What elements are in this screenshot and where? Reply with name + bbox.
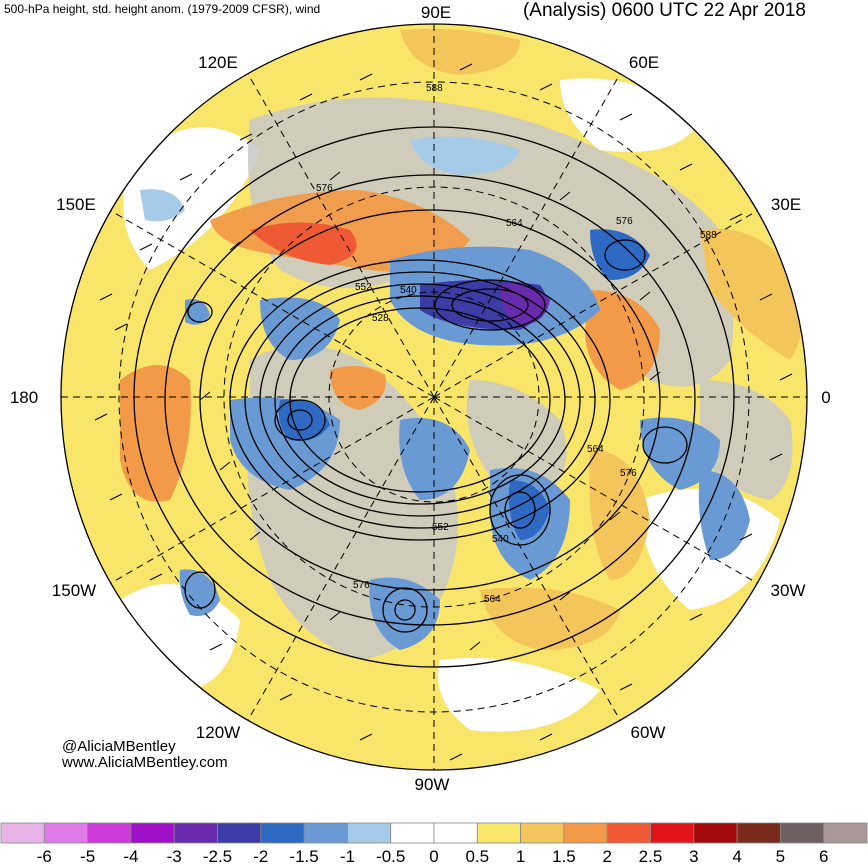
contour-label: 588 (426, 83, 443, 94)
colorbar-tick-label: 4 (732, 847, 741, 865)
contour-label: 576 (353, 580, 370, 591)
colorbar-tick-label: -0.5 (376, 847, 405, 865)
meridian-0: 0 (821, 388, 830, 407)
contour-labels: 528 540 552 564 576 588 576 564 552 540 … (316, 83, 717, 605)
meridian-30e: 30E (771, 195, 801, 214)
colorbar-swatch (130, 822, 175, 844)
meridian-150w: 150W (52, 581, 96, 600)
colorbar-swatch (606, 822, 651, 844)
contour-label: 564 (587, 444, 604, 455)
colorbar-tick-label: -5 (80, 847, 95, 865)
colorbar-tick-label: 0.5 (465, 847, 489, 865)
negative-anomaly-area (508, 480, 550, 540)
colorbar-swatch (780, 822, 825, 844)
contour-label: 540 (492, 534, 509, 545)
colorbar-swatch (563, 822, 608, 844)
colorbar-tick-label: 2 (602, 847, 611, 865)
contour-label: 576 (616, 216, 633, 227)
colorbar-swatch (260, 822, 305, 844)
colorbar-tick-label: 6 (819, 847, 828, 865)
colorbar-swatch (433, 822, 478, 844)
colorbar-tick-label: 5 (776, 847, 785, 865)
contour-label: 564 (484, 594, 501, 605)
positive-anomaly-area (330, 366, 386, 410)
graticule (61, 24, 807, 770)
colorbar-tick-label: -4 (123, 847, 138, 865)
colorbar-swatch (650, 822, 695, 844)
negative-anomaly-area (410, 136, 520, 175)
neutral-anomaly-area (438, 658, 600, 732)
colorbar-tick-label: -2.5 (203, 847, 232, 865)
contour-label: 552 (432, 522, 449, 533)
colorbar-tick-label: -3 (167, 847, 182, 865)
colorbar-tick-label: 1 (516, 847, 525, 865)
chart-title: (Analysis) 0600 UTC 22 Apr 2018 (522, 0, 806, 21)
colorbar-swatch (476, 822, 521, 844)
meridian-90e: 90E (421, 3, 451, 22)
meridian-150e: 150E (56, 195, 96, 214)
contour-label: 576 (620, 468, 637, 479)
colorbar-swatch (43, 822, 88, 844)
colorbar-swatch (823, 822, 868, 844)
map-border (60, 23, 808, 771)
colorbar-tick-label: 1.5 (552, 847, 576, 865)
contour-label: 564 (506, 218, 523, 229)
colorbar-swatch (390, 822, 435, 844)
meridian-120w: 120W (196, 723, 240, 742)
colorbar-swatch (736, 822, 781, 844)
negative-anomaly-area (698, 470, 750, 560)
contour-label: 576 (316, 183, 333, 194)
positive-anomaly-area (400, 28, 520, 75)
positive-anomaly-area (480, 587, 620, 650)
negative-anomaly-area (140, 189, 185, 222)
positive-anomaly-area (250, 222, 357, 265)
credit-handle: @AliciaMBentley (62, 738, 176, 755)
contour-label: 588 (700, 230, 717, 241)
colorbar-swatch (346, 822, 392, 844)
contour-label: 540 (400, 285, 417, 296)
colorbar-swatch (87, 822, 132, 844)
colorbar-tick-label: -2 (253, 847, 268, 865)
meridian-30w: 30W (771, 581, 806, 600)
meridian-120e: 120E (198, 53, 238, 72)
colorbar-legend: -6 -5 -4 -3 -2.5 -2 -1.5 -1 -0.5 0 0.5 1 1.5 2 2.5 3 4 5 6 (0, 822, 868, 865)
colorbar-tick-label: 3 (689, 847, 698, 865)
meridian-90w: 90W (415, 775, 450, 794)
neutral-anomaly-area (123, 127, 260, 270)
colorbar-swatch (0, 822, 45, 844)
meridian-60e: 60E (629, 53, 659, 72)
chart-subtitle: 500-hPa height, std. height anom. (1979-… (4, 2, 321, 16)
colorbar-swatch (693, 822, 738, 844)
positive-anomaly-area (700, 228, 804, 360)
meridian-60w: 60W (631, 723, 666, 742)
colorbar-swatch (303, 822, 348, 844)
colorbar-tick-label: -1.5 (289, 847, 318, 865)
colorbar-swatch (217, 822, 262, 844)
negative-anomaly-area (500, 284, 550, 325)
colorbar-tick-label: -6 (37, 847, 52, 865)
negative-anomaly-area (399, 418, 470, 500)
colorbar-tick-label: 0 (429, 847, 438, 865)
positive-anomaly-area (120, 365, 191, 502)
contour-label: 528 (372, 313, 389, 324)
credit-website: www.AliciaMBentley.com (62, 754, 228, 771)
colorbar-tick-label: -1 (340, 847, 355, 865)
negative-anomaly-area (278, 399, 330, 441)
colorbar-swatch (173, 822, 218, 844)
contour-label: 552 (355, 282, 372, 293)
colorbar-swatch (520, 822, 565, 844)
meridian-180: 180 (10, 388, 38, 407)
colorbar-tick-label: 2.5 (639, 847, 663, 865)
wind-barbs (94, 63, 793, 761)
positive-anomaly-area (589, 450, 650, 580)
